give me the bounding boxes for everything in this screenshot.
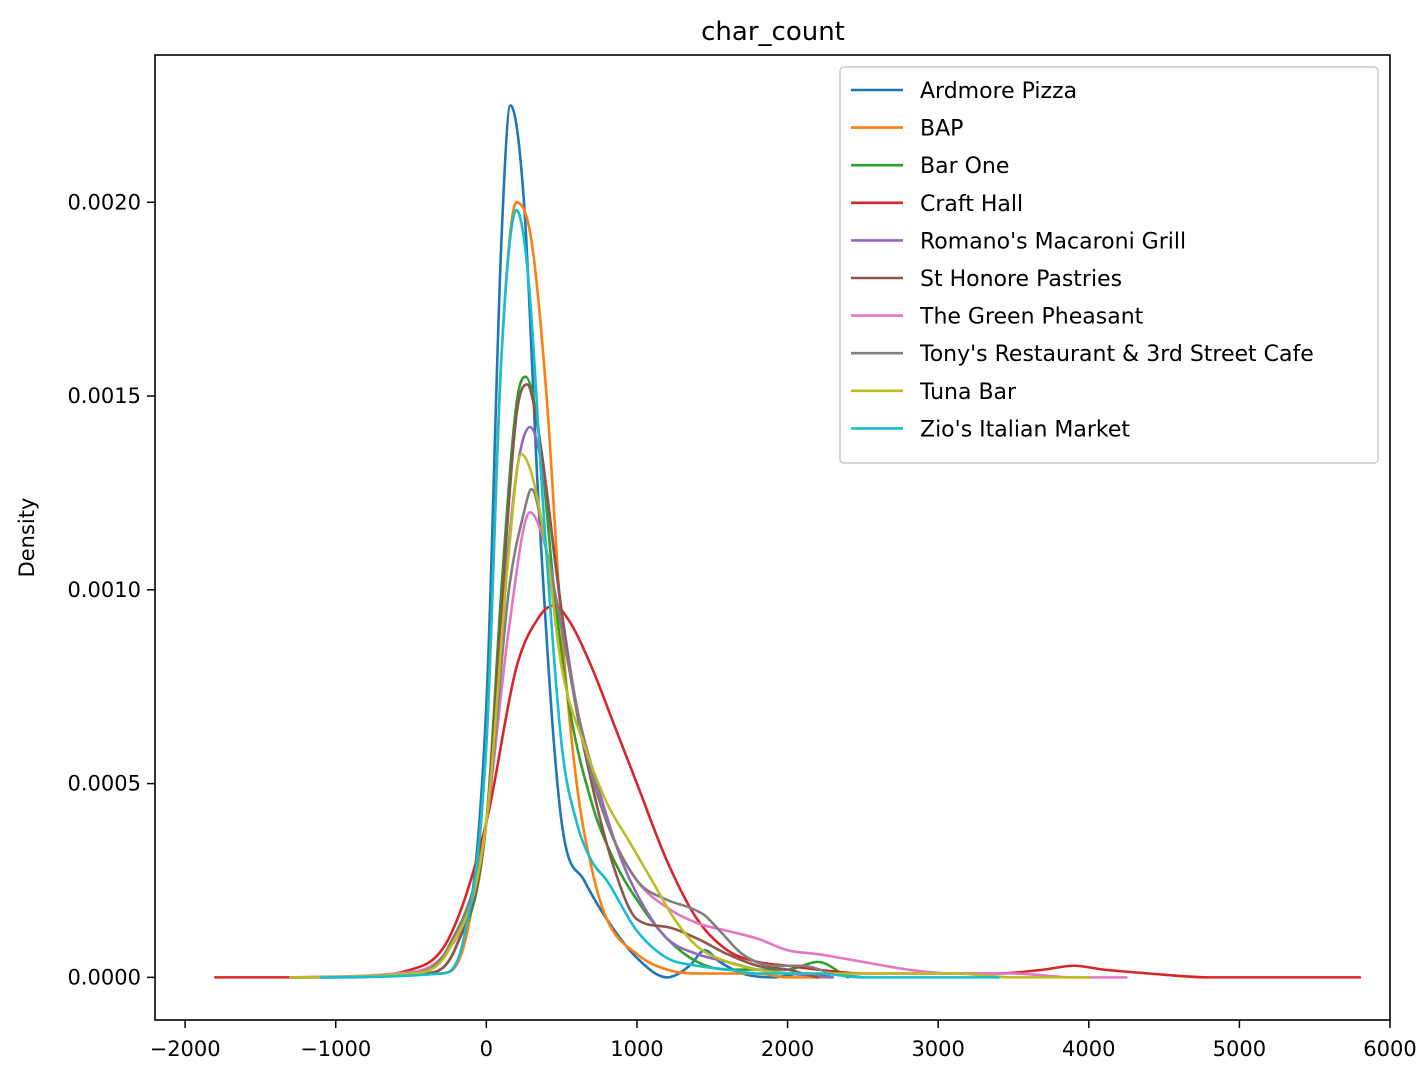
legend-label-3: Craft Hall xyxy=(920,192,1023,217)
x-tick-label: −1000 xyxy=(300,1037,371,1061)
x-tick-label: 3000 xyxy=(911,1037,964,1061)
legend-label-1: BAP xyxy=(920,117,963,142)
series-line-9 xyxy=(319,208,1000,979)
y-tick-label: 0.0020 xyxy=(68,190,141,214)
x-tick-label: 0 xyxy=(480,1037,493,1061)
x-tick-label: −2000 xyxy=(150,1037,221,1061)
x-tick-label: 4000 xyxy=(1062,1037,1115,1061)
legend-label-8: Tuna Bar xyxy=(919,380,1017,405)
axes: −2000 −1000 0 1000 2000 3000 4000 5000 6000 0.000… xyxy=(68,190,1417,1061)
legend-label-9: Zio's Italian Market xyxy=(920,417,1130,442)
y-tick-label: 0.0005 xyxy=(68,772,141,796)
legend-label-4: Romano's Macaroni Grill xyxy=(920,229,1186,254)
x-tick-label: 2000 xyxy=(761,1037,814,1061)
plot-area xyxy=(213,104,1362,979)
plot-frame xyxy=(154,54,1391,1021)
legend-box xyxy=(839,66,1379,464)
legend-label-2: Bar One xyxy=(920,154,1009,179)
chart-title: char_count xyxy=(701,17,845,47)
legend-label-7: Tony's Restaurant & 3rd Street Cafe xyxy=(919,342,1314,367)
x-tick-label: 5000 xyxy=(1213,1037,1266,1061)
y-tick-label: 0.0000 xyxy=(68,965,141,989)
y-tick-label: 0.0010 xyxy=(68,578,141,602)
y-axis-label: Density xyxy=(15,498,39,578)
x-tick-label: 6000 xyxy=(1363,1037,1416,1061)
legend-label-5: St Honore Pastries xyxy=(920,267,1122,292)
legend-label-6: The Green Pheasant xyxy=(919,305,1144,330)
x-tick-label: 1000 xyxy=(610,1037,663,1061)
y-tick-label: 0.0015 xyxy=(68,384,141,408)
legend-label-0: Ardmore Pizza xyxy=(920,79,1077,104)
legend: Ardmore Pizza BAP Bar One Craft Hall Romano'… xyxy=(839,66,1379,464)
series-line-0 xyxy=(319,104,835,979)
